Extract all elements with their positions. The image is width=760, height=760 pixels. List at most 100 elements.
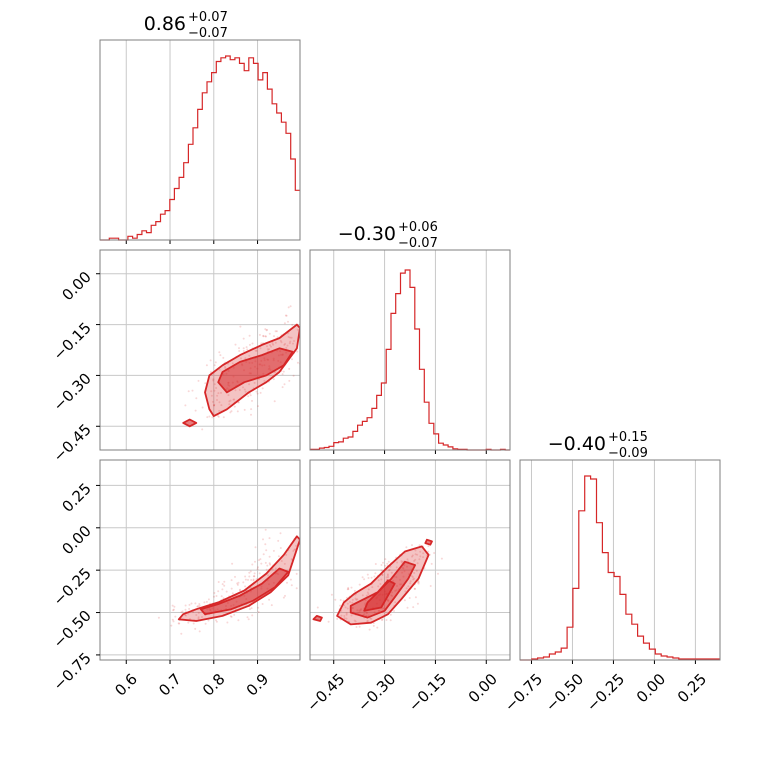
scatter-point (273, 335, 275, 338)
scatter-point (293, 548, 296, 551)
scatter-point (180, 611, 183, 614)
scatter-point (285, 346, 288, 349)
x-tick-label: 0.25 (674, 670, 710, 706)
scatter-point (292, 342, 294, 345)
scatter-point (367, 593, 370, 596)
scatter-point (433, 552, 436, 554)
scatter-point (401, 571, 404, 574)
y-tick-label: 0.00 (58, 522, 94, 558)
scatter-point (246, 616, 249, 619)
scatter-point (194, 602, 197, 605)
scatter-point (254, 349, 257, 352)
scatter-point (318, 542, 320, 544)
scatter-point (237, 401, 240, 404)
scatter-point (253, 575, 256, 578)
scatter-point (437, 572, 439, 575)
scatter-point (244, 357, 247, 360)
scatter-point (198, 604, 201, 607)
scatter-point (197, 605, 200, 608)
scatter-point (417, 581, 420, 583)
scatter-point (356, 598, 359, 601)
scatter-point (195, 614, 198, 616)
scatter-point (403, 570, 406, 573)
scatter-point (195, 397, 198, 400)
scatter-point (231, 562, 234, 565)
scatter-point (324, 548, 326, 550)
scatter-point (412, 606, 415, 609)
scatter-point (414, 553, 417, 556)
scatter-point (384, 558, 387, 561)
scatter-point (289, 336, 292, 339)
scatter-point (274, 330, 277, 333)
scatter-point (350, 586, 353, 589)
scatter-point (295, 544, 298, 547)
scatter-point (286, 581, 288, 584)
scatter-point (380, 564, 383, 566)
scatter-point (269, 344, 271, 347)
scatter-point (387, 569, 390, 572)
scatter-point (340, 614, 343, 617)
scatter-point (403, 564, 406, 567)
scatter-point (247, 618, 250, 621)
scatter-point (233, 398, 236, 401)
scatter-point (190, 602, 193, 605)
scatter-point (366, 591, 369, 594)
parameter-title-err-plus: +0.07 (188, 10, 228, 25)
scatter-point (188, 607, 191, 610)
scatter-point (336, 617, 339, 620)
scatter-point (236, 410, 239, 413)
scatter-point (218, 351, 221, 354)
x-tick-label: −0.45 (303, 670, 348, 715)
scatter-point (252, 579, 255, 582)
scatter-point (412, 578, 415, 581)
scatter-point (268, 348, 271, 351)
scatter-point (300, 321, 302, 323)
scatter-point (209, 371, 212, 374)
scatter-point (358, 609, 361, 612)
scatter-point (313, 354, 315, 356)
scatter-point (251, 399, 253, 402)
scatter-point (265, 335, 267, 338)
scatter-point (413, 577, 416, 580)
scatter-point (351, 606, 354, 609)
scatter-point (413, 587, 416, 590)
scatter-point (405, 546, 408, 549)
scatter-point (368, 628, 371, 631)
scatter-point (301, 325, 303, 327)
scatter-point (408, 597, 411, 599)
scatter-point (229, 615, 232, 618)
scatter-point (390, 594, 393, 597)
scatter-point (418, 558, 421, 561)
scatter-point (382, 561, 384, 564)
scatter-point (323, 551, 325, 553)
scatter-point (363, 613, 366, 615)
scatter-point (289, 578, 292, 581)
x-tick-label: −0.15 (405, 670, 450, 715)
scatter-point (232, 398, 235, 401)
scatter-point (283, 322, 286, 325)
x-tick-label: −0.75 (501, 670, 546, 715)
scatter-point (224, 367, 227, 370)
scatter-point (344, 606, 347, 609)
y-tick-label: −0.30 (50, 370, 95, 415)
scatter-point (365, 612, 368, 614)
scatter-point (248, 334, 251, 337)
scatter-point (251, 614, 254, 617)
y-tick-label: 0.00 (58, 268, 94, 304)
scatter-point (262, 334, 265, 337)
scatter-point (268, 598, 271, 601)
scatter-point (345, 612, 348, 615)
scatter-point (346, 602, 349, 605)
scatter-point (230, 410, 233, 413)
scatter-point (207, 598, 210, 601)
histogram-panel (309, 249, 511, 454)
scatter-point (373, 575, 376, 578)
scatter-point (217, 581, 220, 583)
scatter-point (221, 588, 224, 591)
scatter-point (339, 599, 342, 601)
scatter-point (255, 349, 258, 352)
scatter-point (248, 575, 251, 578)
scatter-point (234, 389, 237, 392)
scatter-point (386, 573, 389, 576)
